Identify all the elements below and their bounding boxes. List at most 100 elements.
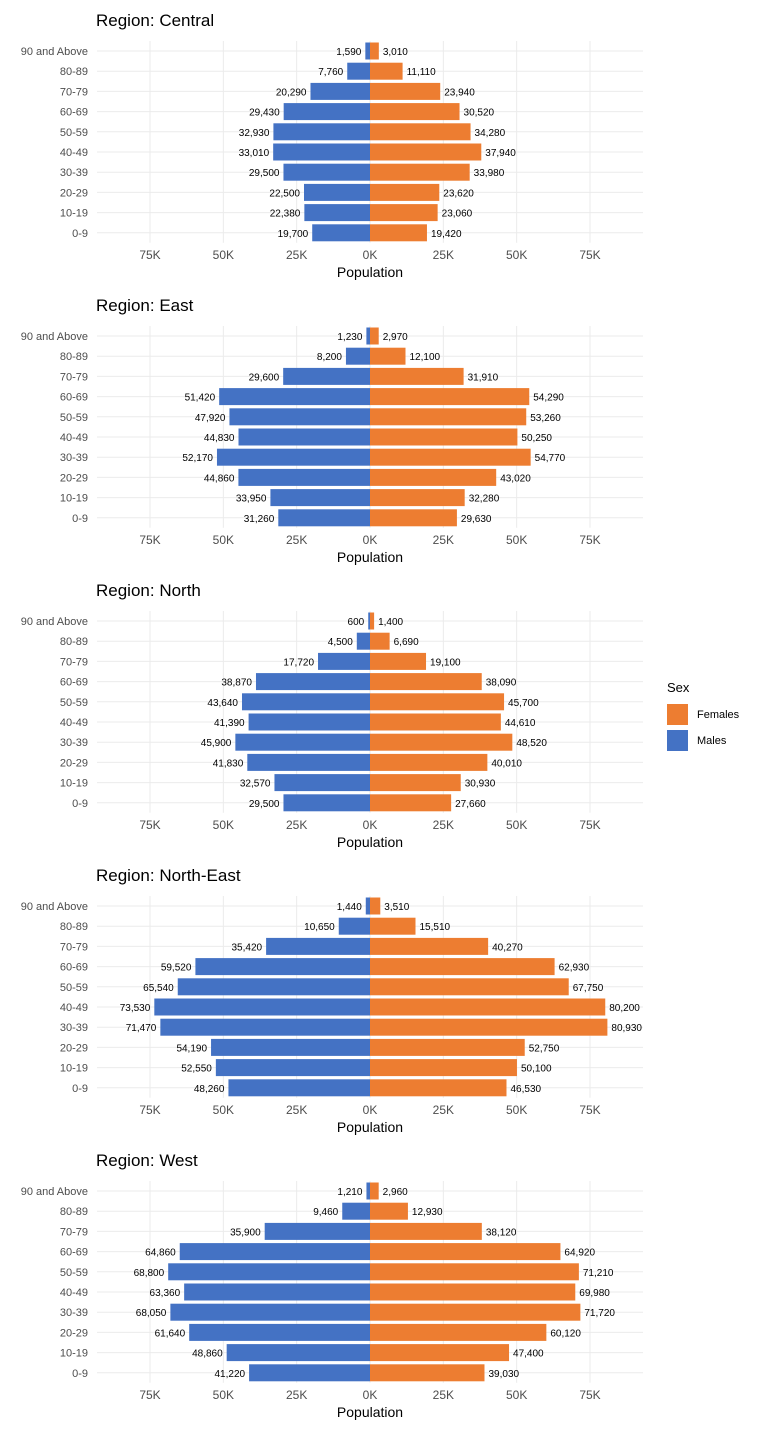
data-label-females: 54,290 [533, 393, 564, 404]
bar-males [247, 753, 370, 771]
y-tick-label: 50-59 [60, 127, 88, 139]
y-tick-label: 10-19 [60, 208, 88, 220]
x-tick-label: 25K [433, 1103, 454, 1117]
data-label-females: 71,210 [583, 1268, 614, 1279]
bar-females [370, 673, 482, 691]
bar-females [370, 347, 406, 365]
y-tick-label: 30-39 [60, 1307, 88, 1319]
x-tick-label: 25K [286, 248, 307, 262]
x-tick-label: 50K [213, 1103, 234, 1117]
legend-swatch-males [667, 730, 688, 751]
bar-females [370, 753, 488, 771]
x-tick-label: 50K [506, 1103, 527, 1117]
data-label-males: 32,570 [240, 779, 271, 790]
x-tick-label: 50K [213, 1388, 234, 1402]
data-label-females: 38,090 [486, 678, 517, 689]
data-label-males: 32,930 [239, 128, 270, 139]
bar-males [366, 327, 370, 345]
data-label-females: 3,510 [384, 902, 409, 913]
data-label-males: 71,470 [126, 1023, 157, 1034]
bar-females [370, 448, 531, 466]
bar-females [370, 794, 452, 812]
bar-females [370, 1323, 547, 1341]
bar-females [370, 1303, 581, 1321]
y-tick-label: 90 and Above [21, 1186, 88, 1198]
data-label-females: 19,100 [430, 657, 461, 668]
x-axis-label: Population [337, 264, 403, 280]
data-label-males: 35,900 [230, 1227, 261, 1238]
legend-swatch-females [667, 704, 688, 725]
y-tick-label: 40-49 [60, 432, 88, 444]
data-label-males: 51,420 [185, 393, 216, 404]
data-label-males: 33,010 [239, 148, 270, 159]
data-label-females: 40,010 [491, 758, 522, 769]
data-label-males: 54,190 [176, 1043, 207, 1054]
bar-males [241, 693, 370, 711]
y-tick-label: 30-39 [60, 167, 88, 179]
legend-item-females: Females [667, 702, 739, 727]
data-label-females: 27,660 [455, 799, 486, 810]
x-tick-label: 25K [433, 533, 454, 547]
bar-males [273, 143, 370, 161]
bar-males [226, 1344, 370, 1362]
data-label-males: 29,430 [249, 108, 280, 119]
bar-males [238, 428, 370, 446]
x-axis-label: Population [337, 834, 403, 850]
bar-males [195, 958, 370, 976]
x-tick-label: 25K [433, 1388, 454, 1402]
data-label-males: 1,590 [336, 47, 361, 58]
x-tick-label: 75K [579, 533, 600, 547]
y-tick-label: 80-89 [60, 921, 88, 933]
data-label-females: 12,930 [412, 1207, 443, 1218]
bar-females [370, 978, 569, 996]
bar-males [238, 468, 370, 486]
data-label-females: 34,280 [475, 128, 506, 139]
bar-females [370, 1243, 561, 1261]
bar-males [283, 367, 370, 385]
bar-males [235, 733, 370, 751]
bar-females [370, 1182, 379, 1200]
bar-males [365, 42, 370, 60]
data-label-females: 52,750 [529, 1043, 560, 1054]
bar-males [278, 509, 370, 527]
data-label-females: 71,720 [584, 1308, 615, 1319]
y-tick-label: 30-39 [60, 737, 88, 749]
y-tick-label: 90 and Above [21, 331, 88, 343]
y-tick-label: 40-49 [60, 1287, 88, 1299]
data-label-females: 40,270 [492, 942, 523, 953]
x-tick-label: 25K [286, 1103, 307, 1117]
data-label-females: 19,420 [431, 229, 462, 240]
data-label-females: 23,940 [444, 87, 475, 98]
bar-females [370, 998, 606, 1016]
bar-females [370, 408, 527, 426]
x-tick-label: 0K [363, 533, 378, 547]
data-label-males: 1,440 [337, 902, 362, 913]
x-tick-label: 50K [506, 1388, 527, 1402]
x-tick-label: 75K [579, 1388, 600, 1402]
y-tick-label: 60-69 [60, 1247, 88, 1259]
bar-males [255, 673, 370, 691]
data-label-males: 29,500 [249, 799, 280, 810]
data-label-males: 10,650 [304, 922, 335, 933]
data-label-males: 29,600 [249, 372, 280, 383]
data-label-males: 9,460 [313, 1207, 338, 1218]
bar-females [370, 897, 381, 915]
x-axis-label: Population [337, 549, 403, 565]
bar-males [189, 1323, 370, 1341]
y-tick-label: 70-79 [60, 371, 88, 383]
data-label-females: 2,970 [383, 332, 408, 343]
bar-males [304, 183, 370, 201]
data-label-females: 37,940 [485, 148, 516, 159]
legend-label-males: Males [697, 734, 727, 747]
bar-males [154, 998, 370, 1016]
x-tick-label: 75K [579, 818, 600, 832]
y-tick-label: 40-49 [60, 1002, 88, 1014]
bar-males [215, 1059, 370, 1077]
bar-males [345, 347, 370, 365]
y-tick-label: 0-9 [72, 1083, 88, 1095]
data-label-males: 43,640 [207, 698, 238, 709]
data-label-males: 19,700 [278, 229, 309, 240]
data-label-females: 47,400 [513, 1349, 544, 1360]
bar-females [370, 204, 438, 222]
y-tick-label: 90 and Above [21, 901, 88, 913]
